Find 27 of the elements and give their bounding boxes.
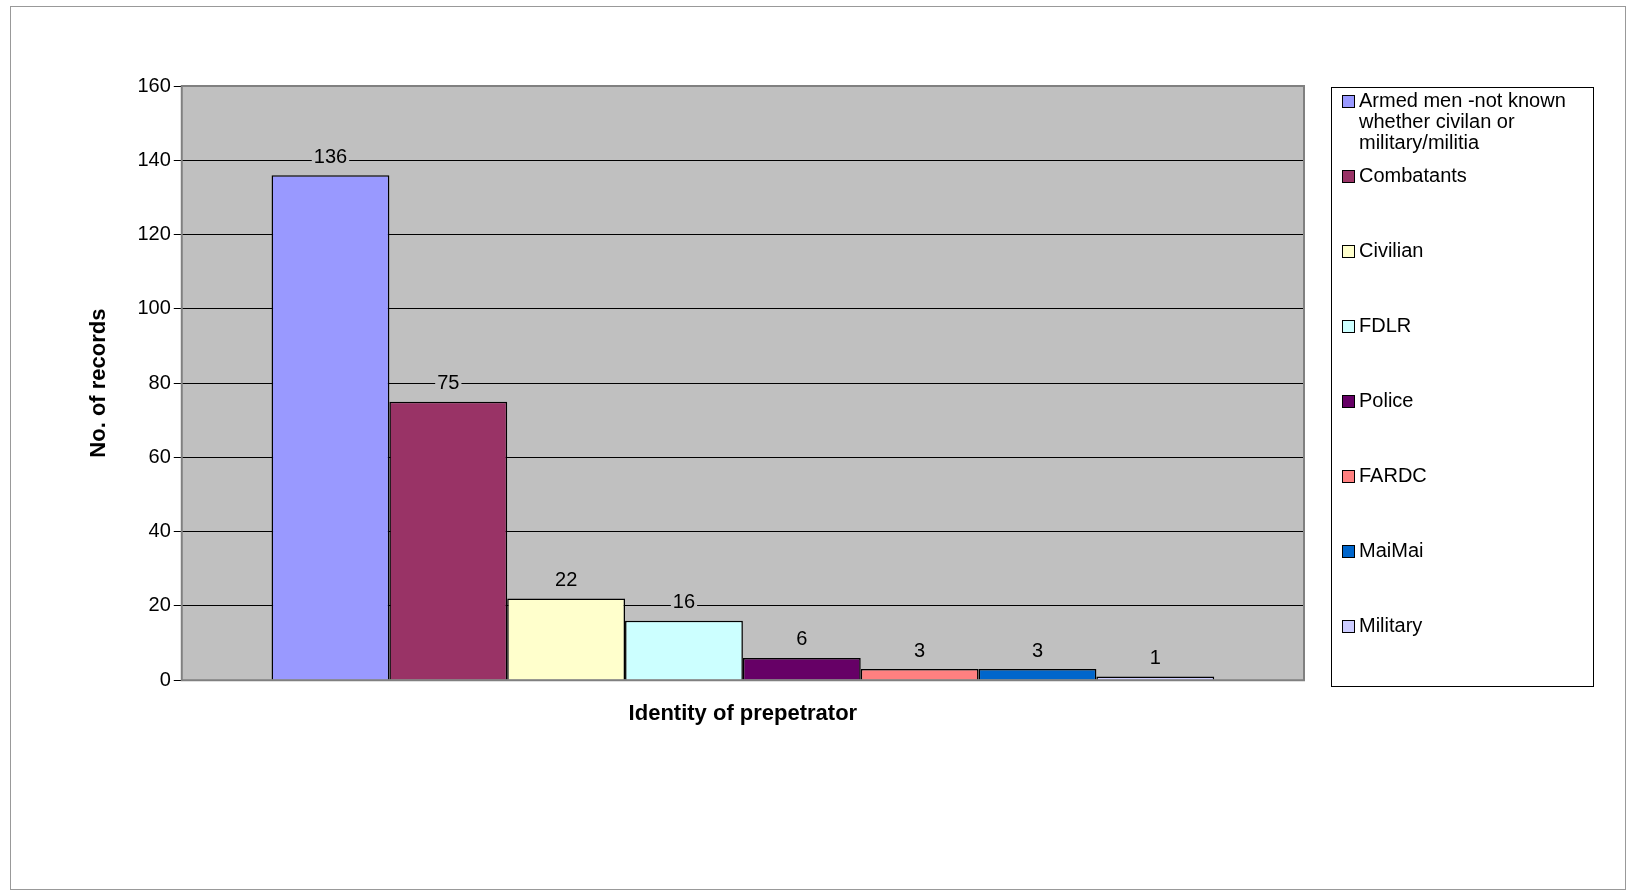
legend-label: Armed men -not known whether civilan or military/militia	[1359, 89, 1567, 153]
y-tick-label: 120	[137, 222, 171, 245]
y-tick-label: 40	[148, 519, 171, 542]
y-tick-label: 60	[148, 444, 171, 467]
data-label: 6	[796, 627, 808, 650]
legend-label: Military	[1359, 614, 1423, 636]
y-tick-label: 140	[137, 147, 171, 170]
legend-label: Police	[1359, 389, 1414, 411]
legend-label: FDLR	[1359, 314, 1412, 336]
legend-label: Civilian	[1359, 239, 1424, 261]
y-axis-title: No. of records	[85, 308, 111, 458]
data-label: 1	[1149, 646, 1161, 668]
data-label: 136	[313, 144, 348, 167]
y-tick-label: 0	[159, 667, 171, 690]
legend-label: FARDC	[1359, 464, 1427, 486]
y-tick-label: 100	[137, 296, 171, 319]
data-label: 3	[914, 638, 926, 661]
legend-label: MaiMai	[1359, 539, 1424, 561]
data-label: 22	[555, 568, 578, 591]
data-label: 3	[1031, 638, 1044, 661]
y-tick-label: 160	[137, 73, 171, 96]
legend-label: Combatants	[1359, 164, 1467, 186]
y-tick-label: 20	[148, 593, 171, 616]
x-axis-title: Identity of prepetrator	[628, 699, 858, 725]
data-label: 16	[672, 590, 696, 613]
data-label: 75	[437, 371, 460, 394]
y-tick-label: 80	[148, 370, 171, 393]
